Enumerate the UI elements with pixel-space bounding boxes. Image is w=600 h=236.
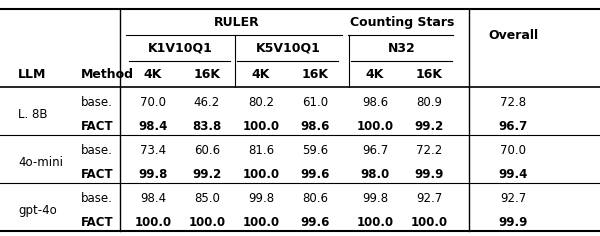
Text: 98.6: 98.6 <box>362 97 388 110</box>
Text: 4K: 4K <box>144 68 162 81</box>
Text: 72.2: 72.2 <box>416 144 442 157</box>
Text: N32: N32 <box>388 42 416 55</box>
Text: K1V10Q1: K1V10Q1 <box>148 42 212 55</box>
Text: 99.6: 99.6 <box>301 216 329 229</box>
Text: 80.2: 80.2 <box>248 97 274 110</box>
Text: 16K: 16K <box>302 68 329 81</box>
Text: 80.6: 80.6 <box>302 192 328 205</box>
Text: 72.8: 72.8 <box>500 97 526 110</box>
Text: L. 8B: L. 8B <box>18 108 47 121</box>
Text: 81.6: 81.6 <box>248 144 274 157</box>
Text: 4K: 4K <box>366 68 384 81</box>
Text: 98.6: 98.6 <box>301 120 329 133</box>
Text: 98.4: 98.4 <box>140 192 166 205</box>
Text: 4o-mini: 4o-mini <box>18 156 63 169</box>
Text: 73.4: 73.4 <box>140 144 166 157</box>
Text: 70.0: 70.0 <box>500 144 526 157</box>
Text: 99.8: 99.8 <box>362 192 388 205</box>
Text: 83.8: 83.8 <box>193 120 221 133</box>
Text: base.: base. <box>81 144 113 157</box>
Text: RULER: RULER <box>214 16 260 29</box>
Text: 59.6: 59.6 <box>302 144 328 157</box>
Text: gpt-4o: gpt-4o <box>18 204 57 217</box>
Text: 96.7: 96.7 <box>362 144 388 157</box>
Text: base.: base. <box>81 192 113 205</box>
Text: 100.0: 100.0 <box>242 120 280 133</box>
Text: base.: base. <box>81 97 113 110</box>
Text: 80.9: 80.9 <box>416 97 442 110</box>
Text: 99.8: 99.8 <box>139 169 167 181</box>
Text: 99.2: 99.2 <box>193 169 221 181</box>
Text: 98.4: 98.4 <box>139 120 167 133</box>
Text: 100.0: 100.0 <box>356 120 394 133</box>
Text: 61.0: 61.0 <box>302 97 328 110</box>
Text: Counting Stars: Counting Stars <box>350 16 454 29</box>
Text: Method: Method <box>81 68 134 81</box>
Text: 99.2: 99.2 <box>415 120 443 133</box>
Text: 92.7: 92.7 <box>416 192 442 205</box>
Text: 16K: 16K <box>415 68 443 81</box>
Text: 85.0: 85.0 <box>194 192 220 205</box>
Text: 100.0: 100.0 <box>188 216 226 229</box>
Text: 99.9: 99.9 <box>415 169 443 181</box>
Text: 100.0: 100.0 <box>410 216 448 229</box>
Text: 100.0: 100.0 <box>134 216 172 229</box>
Text: FACT: FACT <box>81 216 113 229</box>
Text: K5V10Q1: K5V10Q1 <box>256 42 320 55</box>
Text: 16K: 16K <box>193 68 221 81</box>
Text: 99.4: 99.4 <box>499 169 527 181</box>
Text: 70.0: 70.0 <box>140 97 166 110</box>
Text: FACT: FACT <box>81 120 113 133</box>
Text: 100.0: 100.0 <box>356 216 394 229</box>
Text: FACT: FACT <box>81 169 113 181</box>
Text: 99.6: 99.6 <box>301 169 329 181</box>
Text: LLM: LLM <box>18 68 46 81</box>
Text: 100.0: 100.0 <box>242 216 280 229</box>
Text: 46.2: 46.2 <box>194 97 220 110</box>
Text: 96.7: 96.7 <box>499 120 527 133</box>
Text: 60.6: 60.6 <box>194 144 220 157</box>
Text: 4K: 4K <box>252 68 270 81</box>
Text: 98.0: 98.0 <box>361 169 389 181</box>
Text: 100.0: 100.0 <box>242 169 280 181</box>
Text: 99.8: 99.8 <box>248 192 274 205</box>
Text: 99.9: 99.9 <box>499 216 527 229</box>
Text: 92.7: 92.7 <box>500 192 526 205</box>
Text: Overall: Overall <box>488 29 538 42</box>
